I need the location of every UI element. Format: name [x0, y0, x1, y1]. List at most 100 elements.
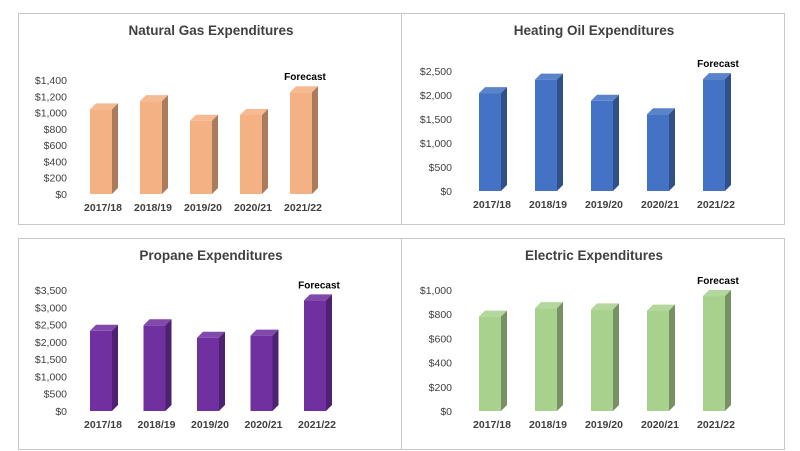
- bar-top: [250, 329, 279, 336]
- y-tick-label: $400: [429, 358, 453, 370]
- bar-front: [591, 100, 613, 191]
- x-tick-label: 2019/20: [585, 419, 623, 431]
- bar-top: [479, 310, 507, 317]
- natural-gas-chart: Natural Gas Expenditures $0 $200 $400 $600 $…: [35, 23, 327, 214]
- y-tick-label: $0: [440, 406, 452, 418]
- y-tick-label: $200: [44, 173, 68, 185]
- bar-front: [479, 316, 501, 411]
- bar-side: [669, 108, 675, 191]
- x-tick-label: 2019/20: [191, 419, 229, 431]
- y-tick-label: $1,000: [420, 138, 452, 150]
- x-tick-label: 2021/22: [697, 199, 735, 211]
- bar-front: [140, 101, 162, 194]
- chart-title: Natural Gas Expenditures: [128, 23, 293, 38]
- x-tick-label: 2021/22: [298, 419, 336, 431]
- y-tick-label: $500: [44, 389, 68, 401]
- bar-front: [143, 325, 166, 411]
- chart-title: Propane Expenditures: [139, 248, 282, 263]
- y-tick-label: $3,000: [35, 302, 67, 314]
- y-tick-label: $1,200: [35, 91, 67, 103]
- x-tick-label: 2017/18: [84, 419, 122, 431]
- bar-top: [535, 302, 563, 309]
- bar-front: [197, 337, 219, 411]
- x-tick-label: 2019/20: [585, 199, 623, 211]
- bar-front: [190, 120, 212, 194]
- x-tick-label: 2017/18: [473, 199, 511, 211]
- x-tick-label: 2020/21: [245, 419, 283, 431]
- y-tick-label: $1,400: [35, 75, 67, 87]
- x-tick-label: 2018/19: [138, 419, 176, 431]
- bar-side: [262, 109, 268, 194]
- bar-side: [613, 94, 619, 191]
- bar-side: [272, 329, 279, 411]
- bar-top: [591, 94, 619, 101]
- bar: [479, 87, 507, 191]
- y-tick-label: $1,000: [420, 285, 452, 297]
- bar: [140, 95, 168, 194]
- bar-top: [647, 108, 675, 115]
- bar-front: [479, 93, 501, 191]
- y-tick-label: $2,500: [35, 320, 67, 332]
- bar-top: [197, 331, 225, 338]
- propane-chart: Propane Expenditures $0 $500 $1,000 $1,500 $…: [35, 248, 341, 431]
- bar: [250, 329, 279, 411]
- bar-side: [312, 86, 318, 194]
- x-tick-label: 2017/18: [84, 202, 122, 214]
- x-tick-label: 2020/21: [234, 202, 272, 214]
- bar: [90, 324, 118, 411]
- bar-front: [647, 310, 669, 411]
- forecast-annotation: Forecast: [298, 280, 340, 291]
- y-tick-label: $600: [44, 140, 68, 152]
- y-tick-label: $1,500: [35, 354, 67, 366]
- bar: [535, 302, 563, 411]
- y-tick-label: $500: [429, 162, 453, 174]
- forecast-annotation: Forecast: [697, 276, 739, 287]
- bar-top: [479, 87, 507, 94]
- y-tick-label: $0: [55, 406, 67, 418]
- bar-top: [591, 303, 619, 310]
- y-tick-label: $800: [429, 309, 453, 321]
- y-tick-label: $2,500: [420, 66, 452, 78]
- bar-top: [304, 294, 332, 301]
- bar-side: [725, 290, 731, 411]
- y-tick-label: $800: [44, 124, 68, 136]
- bar-side: [557, 302, 563, 411]
- bar-side: [219, 331, 225, 411]
- bar-front: [703, 79, 725, 191]
- bar-side: [501, 87, 507, 191]
- bar-front: [535, 308, 557, 411]
- y-tick-label: $2,000: [420, 90, 452, 102]
- bar-top: [703, 73, 731, 80]
- bar-side: [326, 294, 332, 411]
- bar-top: [290, 86, 318, 93]
- x-tick-label: 2020/21: [641, 419, 679, 431]
- forecast-annotation: Forecast: [284, 72, 326, 83]
- x-tick-label: 2019/20: [184, 202, 222, 214]
- bar-top: [190, 114, 218, 121]
- bar-side: [112, 103, 118, 194]
- bar: [703, 73, 731, 191]
- bar-top: [90, 103, 118, 110]
- chart-title: Electric Expenditures: [525, 248, 663, 263]
- bar-side: [165, 319, 172, 411]
- bar-front: [591, 309, 613, 411]
- bar-side: [613, 303, 619, 411]
- bar: [591, 303, 619, 411]
- y-tick-label: $0: [55, 189, 67, 201]
- bar-side: [162, 95, 168, 194]
- bar-front: [90, 109, 112, 194]
- bar-side: [212, 114, 218, 194]
- y-tick-label: $200: [429, 382, 453, 394]
- y-tick-label: $2,000: [35, 337, 67, 349]
- bar: [197, 331, 225, 411]
- bar-front: [250, 335, 273, 411]
- y-tick-label: $400: [44, 156, 68, 168]
- x-tick-label: 2020/21: [641, 199, 679, 211]
- bar-top: [140, 95, 168, 102]
- bar: [304, 294, 332, 411]
- x-tick-label: 2021/22: [284, 202, 322, 214]
- bar-side: [501, 310, 507, 411]
- heating-oil-chart: Heating Oil Expenditures $0 $500 $1,000 $1,…: [420, 23, 740, 211]
- x-tick-label: 2021/22: [697, 419, 735, 431]
- electric-chart-panel: Electric Expenditures $0 $200 $400 $600 $800…: [401, 238, 785, 450]
